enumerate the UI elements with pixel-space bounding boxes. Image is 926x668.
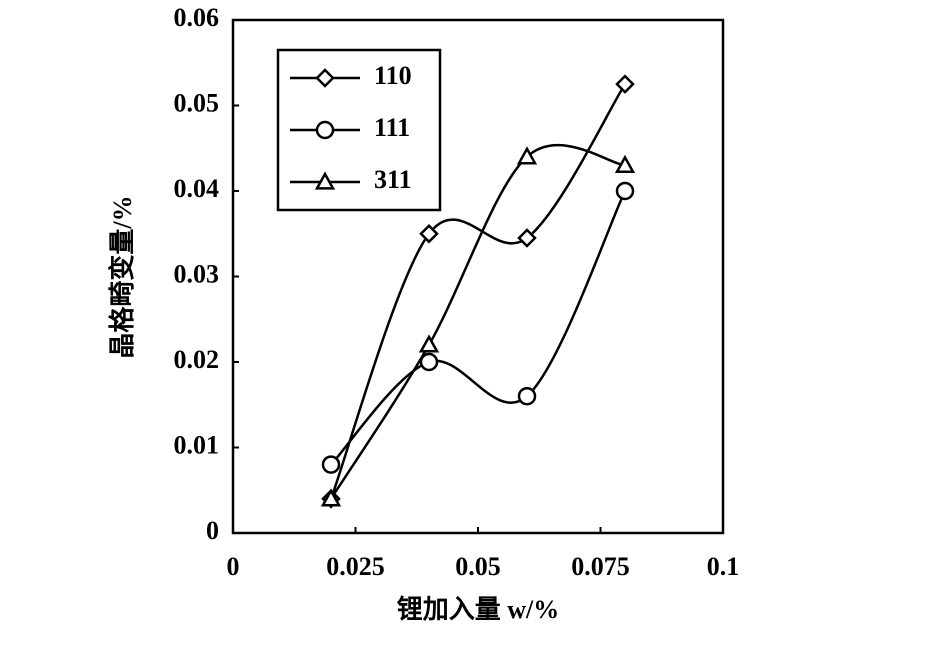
y-tick-label: 0.01: [174, 430, 220, 459]
marker: [419, 223, 439, 244]
marker: [614, 154, 636, 173]
x-tick-label: 0.1: [707, 552, 740, 581]
marker: [517, 228, 537, 248]
marker: [315, 68, 335, 88]
x-tick-label: 0.075: [571, 552, 630, 581]
x-tick-label: 0.05: [455, 552, 501, 581]
marker: [315, 120, 335, 140]
marker: [419, 352, 439, 372]
marker: [418, 334, 440, 353]
y-tick-label: 0.04: [174, 174, 220, 203]
series-line: [329, 83, 627, 500]
legend-label: 111: [374, 113, 410, 142]
x-axis-title: 锂加入量 w/%: [397, 595, 560, 624]
y-tick-label: 0.02: [174, 345, 220, 374]
marker: [615, 181, 635, 201]
marker: [615, 74, 635, 94]
y-tick-label: 0.06: [174, 3, 220, 32]
y-tick-label: 0.03: [174, 259, 220, 288]
series-line: [329, 144, 626, 500]
marker: [517, 386, 537, 406]
marker: [314, 171, 336, 190]
x-tick-label: 0.025: [326, 552, 385, 581]
series-line: [330, 190, 627, 466]
marker: [516, 146, 538, 165]
legend-label: 110: [374, 61, 412, 90]
y-tick-label: 0: [206, 516, 219, 545]
y-tick-label: 0.05: [174, 88, 220, 117]
x-tick-label: 0: [227, 552, 240, 581]
marker: [321, 455, 341, 474]
marker: [320, 488, 342, 507]
legend-label: 311: [374, 165, 412, 194]
y-axis-title: 晶格畸变量/%: [107, 195, 137, 358]
